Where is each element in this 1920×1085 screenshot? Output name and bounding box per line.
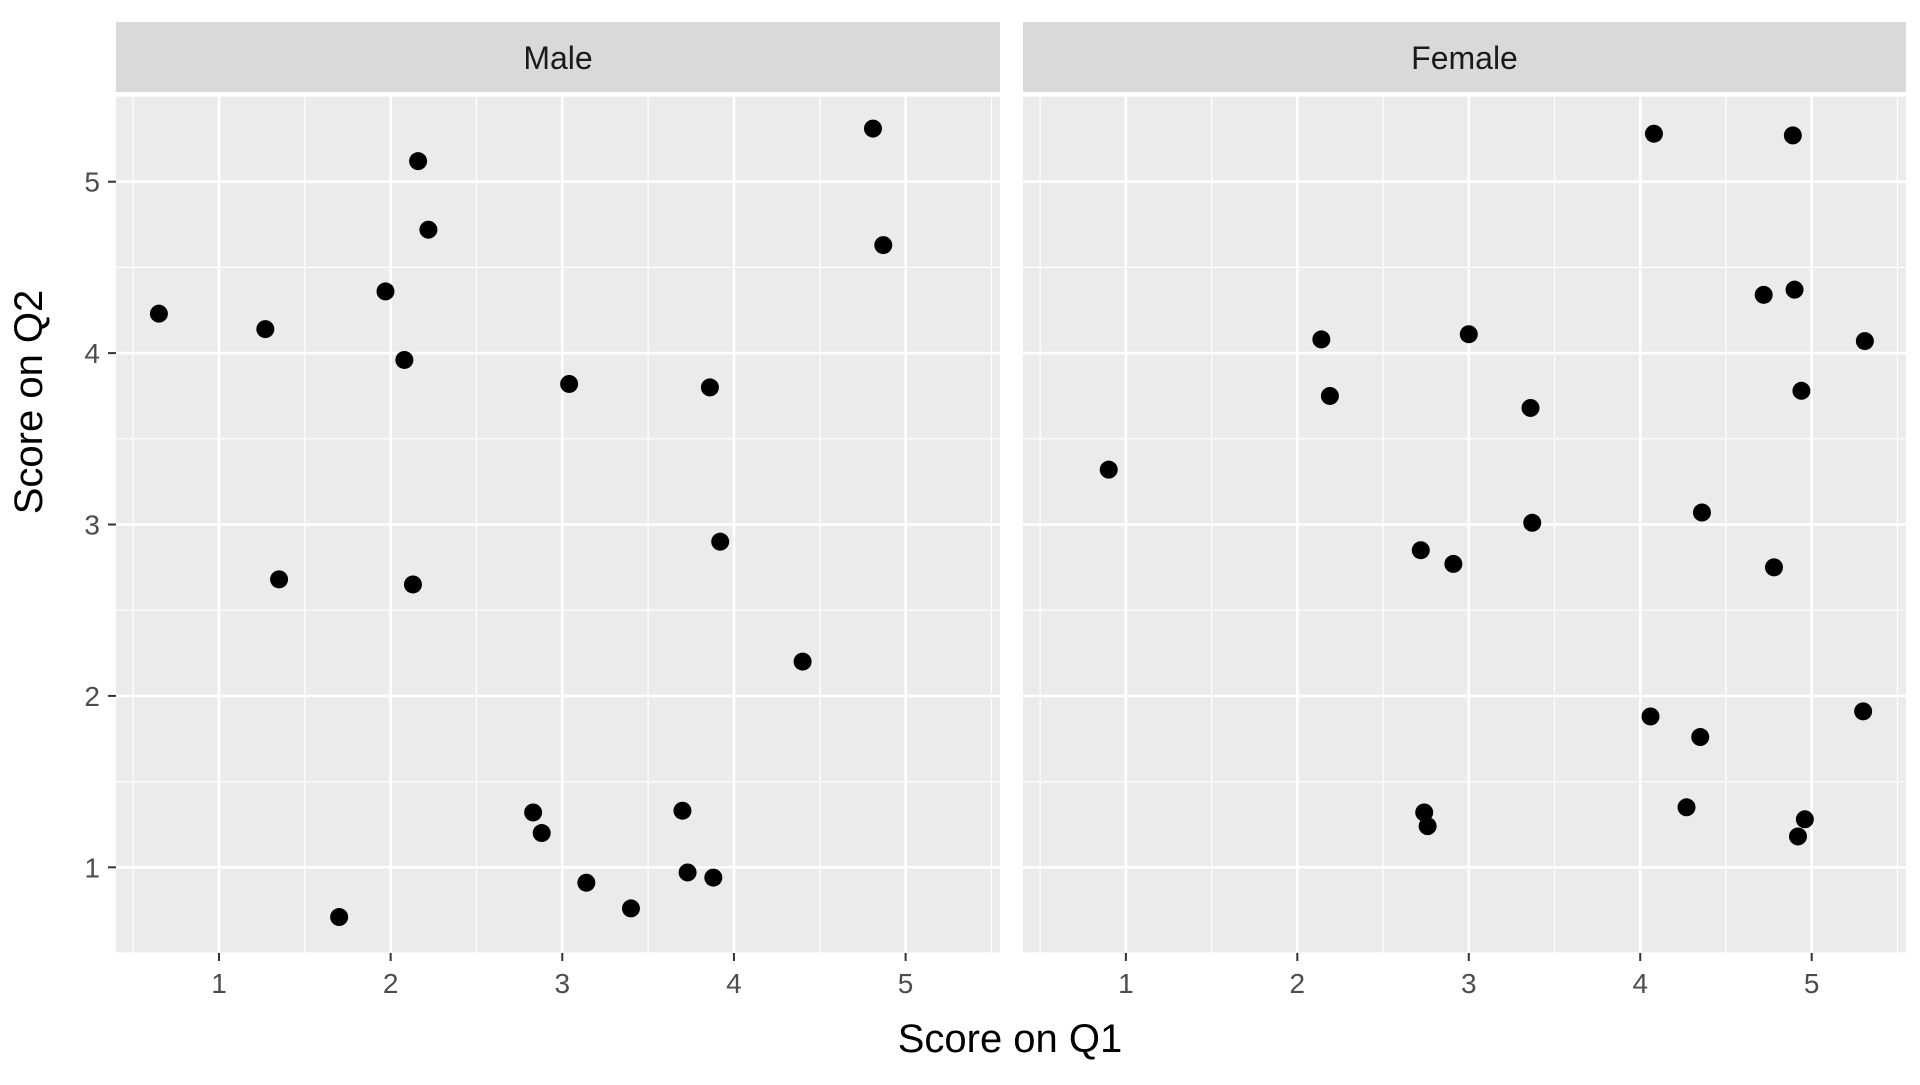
x-tick-label: 2 (1290, 968, 1306, 999)
data-point (1444, 554, 1463, 573)
data-point (1099, 460, 1118, 479)
data-point (1854, 702, 1873, 721)
data-point (1855, 332, 1874, 351)
facet-panel-female: Female 1 2 3 4 5 (1023, 22, 1906, 999)
x-tick-label: 2 (383, 968, 399, 999)
data-point (403, 575, 422, 594)
data-point (149, 304, 168, 323)
data-point (1783, 126, 1802, 145)
facet-strip-label: Female (1411, 40, 1518, 76)
data-point (524, 803, 543, 822)
y-tick-label: 4 (84, 338, 100, 369)
x-tick-label: 4 (1632, 968, 1648, 999)
data-point (270, 570, 289, 589)
facet-strip-label: Male (523, 40, 592, 76)
data-point (874, 236, 893, 255)
data-point (1788, 827, 1807, 846)
data-point (1795, 810, 1814, 829)
x-tick-label: 3 (555, 968, 571, 999)
data-point (863, 119, 882, 138)
data-point (532, 824, 551, 843)
data-point (621, 899, 640, 918)
y-tick-label: 1 (84, 852, 100, 883)
data-point (1785, 280, 1804, 299)
data-point (704, 868, 723, 887)
data-point (673, 801, 692, 820)
data-point (1764, 558, 1783, 577)
y-tick-label: 2 (84, 681, 100, 712)
panels-layer: Male 1 2 3 4 5 1 2 3 4 5 Female 1 2 3 4 5 (84, 22, 1906, 999)
data-point (1792, 381, 1811, 400)
x-tick-label: 1 (211, 968, 227, 999)
data-point (1754, 285, 1773, 304)
x-tick-label: 5 (1804, 968, 1820, 999)
data-point (1692, 503, 1711, 522)
data-point (1415, 803, 1434, 822)
x-axis-label: Score on Q1 (898, 1017, 1123, 1061)
facet-strip (116, 22, 1000, 92)
data-point (1411, 541, 1430, 560)
data-point (577, 873, 596, 892)
data-point (1691, 728, 1710, 747)
data-point (1644, 124, 1663, 143)
data-point (1320, 386, 1339, 405)
data-point (793, 652, 812, 671)
x-tick-label: 4 (726, 968, 742, 999)
data-point (560, 374, 579, 393)
x-tick-label: 1 (1118, 968, 1134, 999)
data-point (395, 350, 414, 369)
facet-strip (1023, 22, 1906, 92)
data-point (1523, 513, 1542, 532)
y-tick-label: 3 (84, 510, 100, 541)
facet-panel-male: Male 1 2 3 4 5 1 2 3 4 5 (84, 22, 1000, 999)
data-point (1521, 398, 1540, 417)
data-point (678, 863, 697, 882)
data-point (1312, 330, 1331, 349)
data-point (419, 220, 438, 239)
data-point (711, 532, 730, 551)
x-tick-label: 3 (1461, 968, 1477, 999)
x-tick-label: 5 (898, 968, 914, 999)
data-point (700, 378, 719, 397)
data-point (1459, 325, 1478, 344)
data-point (330, 908, 349, 927)
data-point (256, 320, 275, 339)
data-point (1641, 707, 1660, 726)
data-point (1677, 798, 1696, 817)
data-point (376, 282, 395, 301)
y-axis-label: Score on Q2 (7, 290, 51, 515)
y-tick-label: 5 (84, 167, 100, 198)
data-point (409, 152, 428, 171)
data-point (1418, 817, 1437, 836)
